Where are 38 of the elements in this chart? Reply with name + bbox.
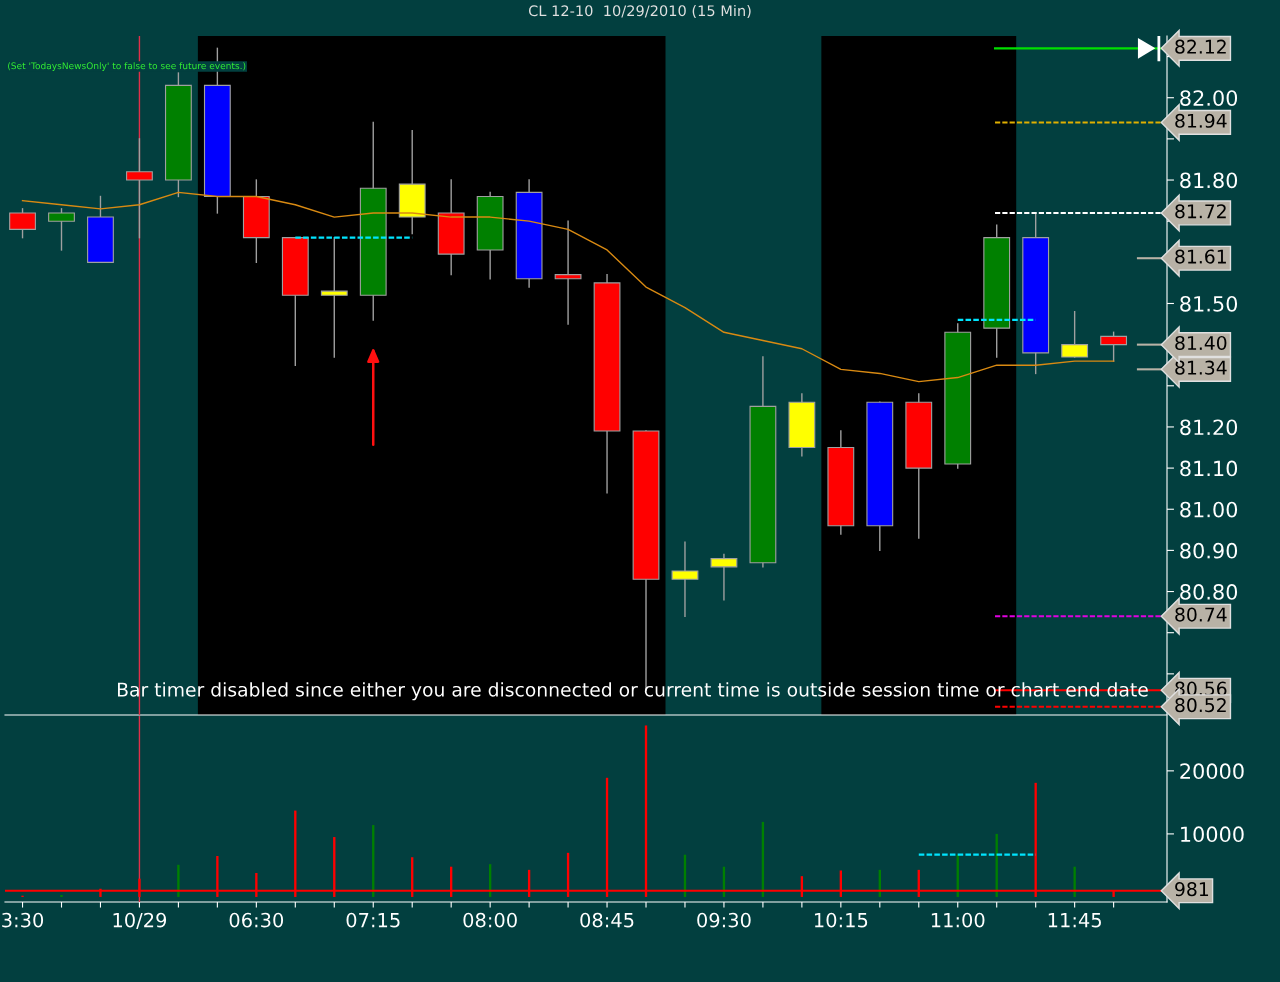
annotation: (Set 'TodaysNewsOnly' to false to see future events.) xyxy=(8,62,246,71)
ref-line-label: 81.61 xyxy=(1175,249,1226,264)
x-tick-label: 11:45 xyxy=(1048,913,1101,928)
ref-line-label: 81.34 xyxy=(1175,360,1227,375)
y-tick-label: 81.00 xyxy=(1180,501,1238,518)
x-tick-label: 10:15 xyxy=(814,912,868,928)
ref-line-label: 981 xyxy=(1175,882,1209,897)
x-tick-label: 07:15 xyxy=(346,912,400,928)
x-tick-label: 09:30 xyxy=(697,912,751,928)
y-tick-label: 80.80 xyxy=(1180,584,1238,600)
candlestick xyxy=(554,220,582,325)
y-tick-label: 20000 xyxy=(1180,763,1244,780)
y-tick-label: 81.50 xyxy=(1180,295,1238,312)
y-tick-label: 81.80 xyxy=(1180,172,1238,189)
y-tick-label: 82.00 xyxy=(1180,90,1238,106)
x-tick-label: 06:30 xyxy=(229,912,284,928)
bar xyxy=(1073,866,1076,897)
candlestick xyxy=(671,541,699,617)
x-tick-label: 08:45 xyxy=(580,912,634,928)
bar xyxy=(177,864,180,897)
y-tick-label: 81.10 xyxy=(1180,460,1238,477)
x-tick-label: 10/29 xyxy=(113,912,167,929)
ref-line-label: 82.12 xyxy=(1175,39,1226,54)
y-tick-label: 81.20 xyxy=(1180,419,1238,436)
ref-line-label: 81.94 xyxy=(1175,113,1227,128)
candlestick xyxy=(126,138,153,239)
ref-line-label: 81.72 xyxy=(1175,204,1226,219)
x-tick-label: 3:30 xyxy=(2,912,44,928)
chart-title: CL 12-10 10/29/2010 (15 Min) xyxy=(528,4,751,18)
y-tick-label: 80.90 xyxy=(1180,542,1238,559)
ref-line-label: 80.52 xyxy=(1175,698,1226,713)
ref-line-label: 80.74 xyxy=(1175,607,1227,622)
x-tick-label: 11:00 xyxy=(931,912,985,928)
ref-line-label: 81.40 xyxy=(1175,335,1227,351)
line-series xyxy=(21,191,1115,383)
x-tick-label: 08:00 xyxy=(463,912,517,928)
candlestick xyxy=(320,236,348,358)
y-tick-label: 10000 xyxy=(1181,826,1244,843)
